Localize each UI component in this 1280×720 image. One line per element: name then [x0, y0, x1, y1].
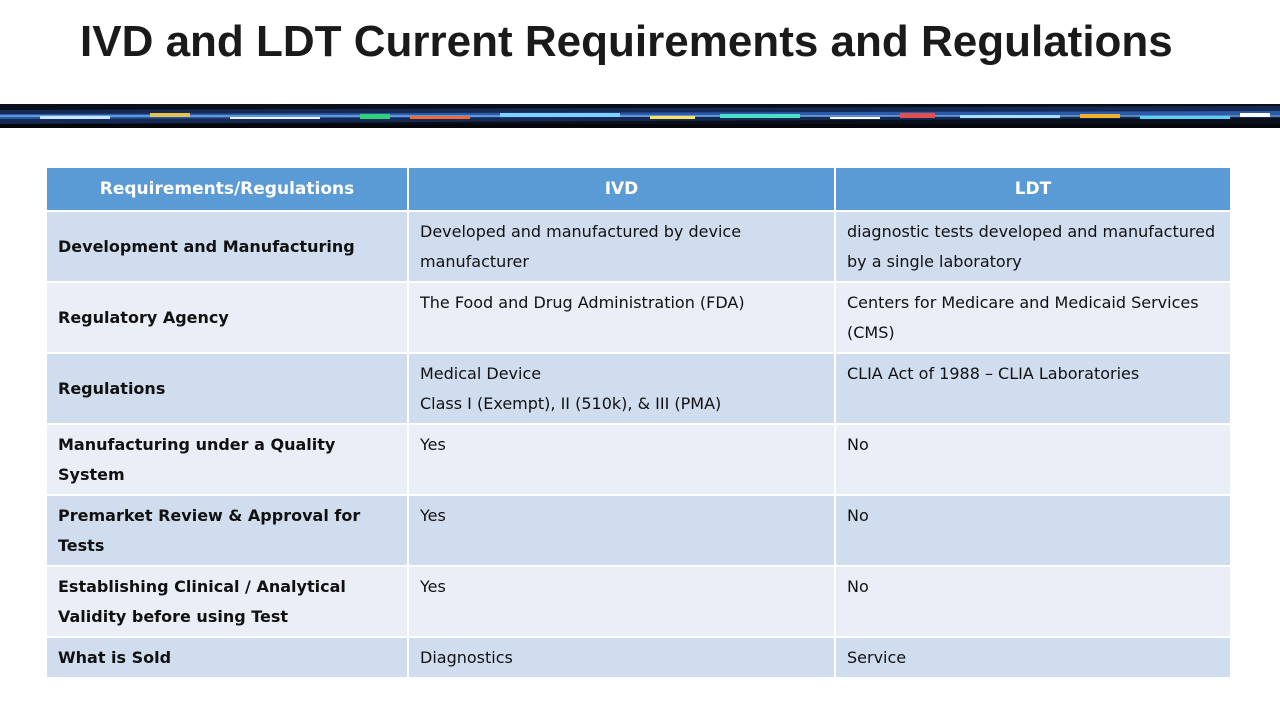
- column-header-ldt: LDT: [834, 168, 1230, 212]
- ldt-cell: No: [834, 566, 1230, 638]
- table-row: What is Sold Diagnostics Service: [47, 637, 1230, 679]
- row-label: Development and Manufacturing: [47, 211, 408, 283]
- slide-title: IVD and LDT Current Requirements and Reg…: [80, 17, 1173, 66]
- column-header-ivd: IVD: [407, 168, 835, 212]
- ivd-cell-line: Class I (Exempt), II (510k), & III (PMA): [420, 394, 722, 413]
- ivd-cell-line: Medical Device: [420, 364, 542, 383]
- ivd-cell: Diagnostics: [407, 637, 835, 679]
- ldt-cell: Centers for Medicare and Medicaid Servic…: [834, 282, 1230, 354]
- ldt-cell: Service: [834, 637, 1230, 679]
- ivd-cell: The Food and Drug Administration (FDA): [407, 282, 835, 354]
- decorative-banner: [0, 104, 1280, 128]
- ivd-cell: Developed and manufactured by device man…: [407, 211, 835, 283]
- column-header-requirements: Requirements/Regulations: [47, 168, 408, 212]
- ldt-cell: No: [834, 424, 1230, 496]
- row-label: What is Sold: [47, 637, 408, 679]
- table-header-row: Requirements/Regulations IVD LDT: [47, 168, 1230, 212]
- row-label: Manufacturing under a Quality System: [47, 424, 408, 496]
- ivd-cell: Yes: [407, 424, 835, 496]
- ldt-cell: diagnostic tests developed and manufactu…: [834, 211, 1230, 283]
- row-label: Premarket Review & Approval for Tests: [47, 495, 408, 567]
- table-row: Premarket Review & Approval for Tests Ye…: [47, 495, 1230, 567]
- table-row: Manufacturing under a Quality System Yes…: [47, 424, 1230, 496]
- ivd-cell: Yes: [407, 566, 835, 638]
- ivd-cell: Yes: [407, 495, 835, 567]
- ivd-cell: Medical Device Class I (Exempt), II (510…: [407, 353, 835, 425]
- row-label: Regulations: [47, 353, 408, 425]
- row-label: Regulatory Agency: [47, 282, 408, 354]
- requirements-table: Requirements/Regulations IVD LDT Develop…: [47, 168, 1230, 679]
- table-row: Regulatory Agency The Food and Drug Admi…: [47, 282, 1230, 354]
- table-row: Regulations Medical Device Class I (Exem…: [47, 353, 1230, 425]
- banner-graphic: [0, 104, 1280, 128]
- row-label: Establishing Clinical / Analytical Valid…: [47, 566, 408, 638]
- table-row: Establishing Clinical / Analytical Valid…: [47, 566, 1230, 638]
- ldt-cell: CLIA Act of 1988 – CLIA Laboratories: [834, 353, 1230, 425]
- ldt-cell: No: [834, 495, 1230, 567]
- table-row: Development and Manufacturing Developed …: [47, 211, 1230, 283]
